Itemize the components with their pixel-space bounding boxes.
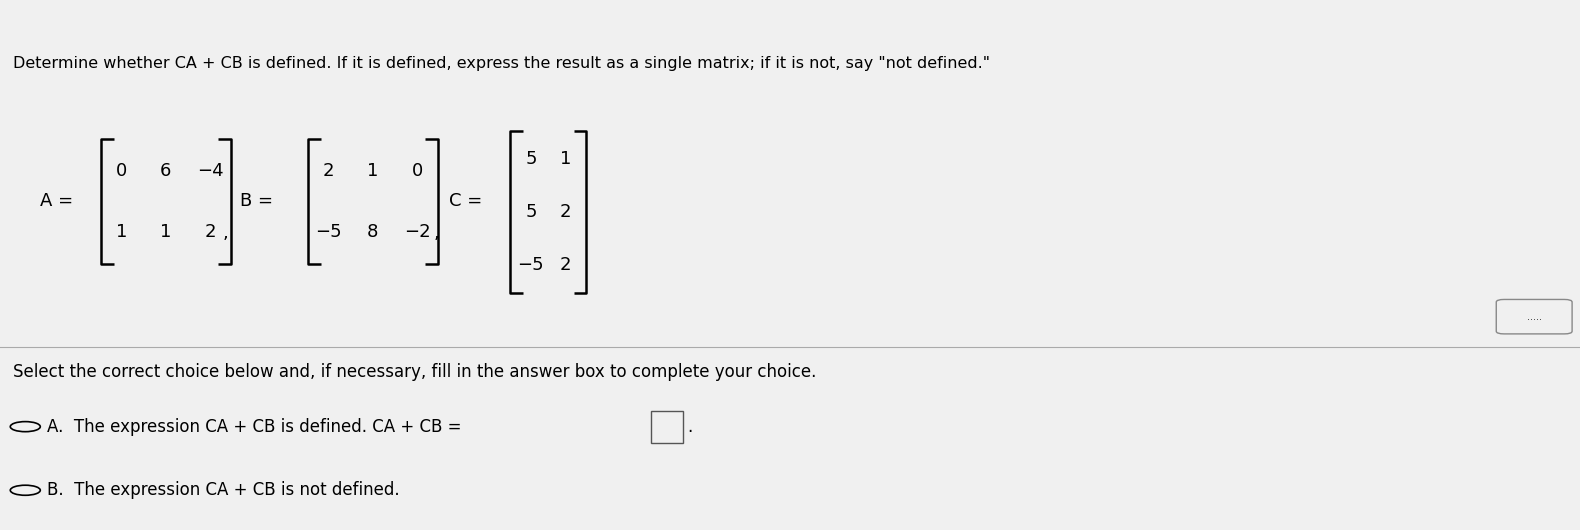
FancyBboxPatch shape [651, 411, 683, 443]
Text: 6: 6 [160, 162, 172, 180]
Text: −4: −4 [198, 162, 223, 180]
Text: ,: , [223, 224, 229, 242]
Text: 2: 2 [559, 256, 572, 274]
Text: 8: 8 [367, 223, 379, 241]
Text: C =: C = [449, 192, 482, 210]
Text: −5: −5 [316, 223, 341, 241]
Text: .....: ..... [1526, 312, 1542, 322]
Text: 2: 2 [322, 162, 335, 180]
FancyBboxPatch shape [1496, 299, 1572, 334]
Text: 5: 5 [525, 150, 537, 168]
Text: 1: 1 [160, 223, 172, 241]
Text: 1: 1 [115, 223, 128, 241]
Text: B =: B = [240, 192, 273, 210]
Text: 1: 1 [367, 162, 379, 180]
Text: 2: 2 [204, 223, 216, 241]
Text: 5: 5 [525, 203, 537, 221]
Text: −5: −5 [518, 256, 544, 274]
Text: Select the correct choice below and, if necessary, fill in the answer box to com: Select the correct choice below and, if … [13, 363, 815, 381]
Text: .: . [687, 418, 692, 436]
Text: B.  The expression CA + CB is not defined.: B. The expression CA + CB is not defined… [47, 481, 400, 499]
Text: ,: , [433, 224, 439, 242]
Text: −2: −2 [404, 223, 430, 241]
Text: A =: A = [40, 192, 73, 210]
Text: Determine whether CA + CB is defined. If it is defined, express the result as a : Determine whether CA + CB is defined. If… [13, 56, 989, 70]
Text: 0: 0 [115, 162, 128, 180]
Text: 2: 2 [559, 203, 572, 221]
Text: 0: 0 [411, 162, 423, 180]
Text: 1: 1 [559, 150, 572, 168]
Text: A.  The expression CA + CB is defined. CA + CB =: A. The expression CA + CB is defined. CA… [47, 418, 461, 436]
